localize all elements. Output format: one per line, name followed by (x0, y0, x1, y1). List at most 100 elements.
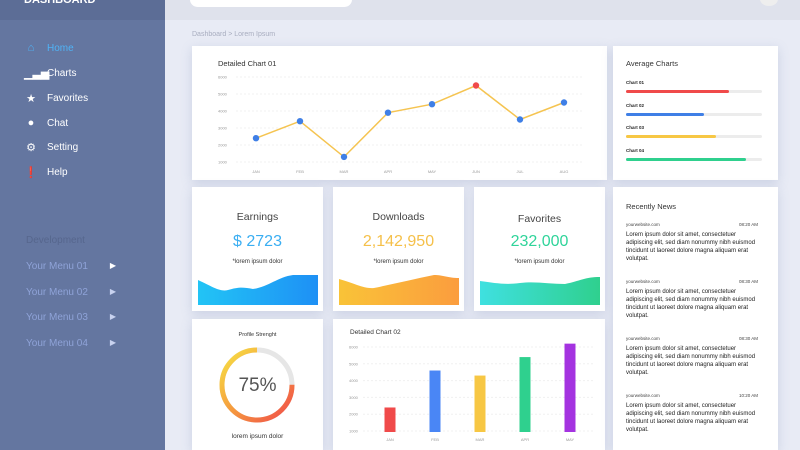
news-time: 10:20 AM (738, 393, 758, 398)
average-bar-track (626, 90, 762, 93)
average-bar-label: Chart 02 (626, 102, 645, 108)
sidebar-item-chat[interactable]: ● Chat (24, 117, 68, 129)
bar-chart-icon: ▁▃▅ (24, 68, 50, 80)
data-point[interactable] (472, 82, 480, 89)
bar[interactable] (564, 343, 576, 432)
chat-icon: ● (27, 117, 35, 129)
news-source[interactable]: yourwebsite.com (626, 279, 660, 284)
bar-chart: 6000 5000 4000 3000 2000 1000 JAN FEB MAR APR MAY (349, 343, 595, 442)
average-bar-label: Chart 04 (626, 147, 645, 153)
average-bar-fill (626, 112, 704, 116)
x-tick-label: JAN (252, 169, 260, 174)
stat-title: Earnings (236, 211, 279, 223)
card-title: Profile Strenght (238, 332, 277, 338)
downloads-card: Downloads 2,142,950 *lorem ipsum dolor (333, 187, 464, 311)
average-bar-fill (626, 90, 730, 93)
sidebar-item-help[interactable]: ❗ Help (24, 166, 68, 179)
sidebar-item-label: Charts (47, 68, 77, 79)
x-tick-label: MAR (476, 437, 485, 442)
play-arrow-icon: ▶ (109, 312, 116, 321)
bar[interactable] (429, 370, 441, 432)
data-point[interactable] (384, 109, 392, 116)
y-tick-label: 2000 (349, 412, 359, 417)
sidebar-menu-01[interactable]: Your Menu 01 ▶ (26, 261, 116, 272)
favorites-card: Favorites 232,000 *lorem ipsum dolor (474, 187, 605, 311)
average-bar-label: Chart 03 (626, 125, 645, 130)
news-time: 08:30 AM (738, 336, 758, 341)
average-charts-card: Average Charts Chart 01 Chart 02 Chart 03 C… (613, 46, 778, 180)
data-point[interactable] (296, 118, 304, 125)
brand-title: DASHBOARD (0, 0, 165, 20)
sidebar-item-home[interactable]: ⌂ Home (24, 42, 74, 54)
news-time: 08:20 AM (738, 222, 758, 227)
home-icon: ⌂ (27, 42, 35, 54)
data-point[interactable] (516, 116, 524, 123)
x-tick-label: JUL (516, 169, 524, 174)
section-heading: Development (26, 235, 85, 246)
bar[interactable] (519, 357, 531, 432)
x-tick-label: APR (384, 169, 392, 174)
news-source[interactable]: yourwebsite.com (626, 393, 660, 398)
sidebar-item-label: Favorites (47, 93, 89, 104)
sidebar-menu-03[interactable]: Your Menu 03 ▶ (26, 312, 116, 323)
menu-label: Your Menu 04 (26, 338, 88, 349)
card-subtitle: lorem ipsum dolor (231, 433, 284, 440)
sidebar-item-setting[interactable]: ⚙ Setting (24, 141, 78, 154)
stat-subtitle: *lorem ipsum dolor (514, 259, 565, 265)
card-title: Average Charts (626, 59, 678, 68)
average-bar-track (626, 157, 762, 161)
line-chart: 6000 5000 4000 3000 2000 1000 JAN FEB MAR APR MAY J… (218, 75, 582, 174)
news-body: Lorem ipsum dolor sit amet, consectetuer… (626, 346, 756, 376)
y-tick-label: 4000 (218, 109, 228, 114)
sidebar-item-charts[interactable]: ▁▃▅ Charts (24, 67, 76, 80)
x-tick-label: JAN (386, 437, 394, 442)
average-bar-fill (626, 135, 716, 138)
bar[interactable] (474, 375, 486, 432)
breadcrumb: Dashboard > Lorem Ipsum (192, 31, 276, 38)
search-input[interactable] (190, 0, 352, 7)
data-point[interactable] (340, 153, 348, 161)
x-tick-label: MAR (340, 169, 349, 174)
average-bar-label: Chart 01 (626, 80, 645, 85)
x-tick-label: MAY (428, 169, 437, 174)
stat-value: 2,142,950 (362, 233, 435, 250)
stat-value: 232,000 (510, 233, 569, 250)
play-arrow-icon: ▶ (109, 287, 116, 296)
menu-label: Your Menu 02 (26, 287, 88, 298)
data-point[interactable] (428, 101, 436, 108)
news-body: Lorem ipsum dolor sit amet, consectetuer… (626, 403, 756, 433)
average-bar-track (626, 135, 762, 138)
sidebar-item-favorites[interactable]: ★ Favorites (24, 92, 88, 105)
chart-title: Detailed Chart 02 (350, 329, 401, 336)
menu-label: Your Menu 03 (26, 312, 88, 323)
news-source[interactable]: yourwebsite.com (626, 336, 660, 341)
data-point[interactable] (560, 99, 568, 106)
news-time: 08:30 AM (738, 279, 758, 284)
news-source[interactable]: yourwebsite.com (626, 222, 660, 227)
progress-ring (219, 347, 295, 423)
line-series (255, 84, 565, 158)
sidebar-menu-02[interactable]: Your Menu 02 ▶ (26, 287, 116, 298)
sidebar-menu-04[interactable]: Your Menu 04 ▶ (26, 338, 116, 349)
earnings-sparkline (198, 275, 318, 305)
avatar[interactable] (760, 0, 778, 6)
gear-icon: ⚙ (26, 142, 36, 154)
news-body: Lorem ipsum dolor sit amet, consectetuer… (626, 289, 756, 319)
x-tick-label: FEB (431, 437, 439, 442)
y-tick-label: 4000 (349, 378, 359, 383)
x-tick-label: MAY (566, 437, 575, 442)
sidebar-item-label: Help (47, 167, 68, 178)
favorites-sparkline (480, 277, 600, 305)
play-arrow-icon: ▶ (109, 338, 116, 347)
y-tick-label: 5000 (349, 361, 359, 366)
y-tick-label: 2000 (218, 143, 228, 148)
downloads-sparkline (339, 275, 459, 305)
y-tick-label: 3000 (218, 126, 228, 131)
bar[interactable] (384, 407, 396, 432)
data-point[interactable] (252, 135, 260, 142)
line-chart-card: Detailed Chart 01 6000 5000 4000 3000 2000 10… (192, 46, 607, 180)
x-tick-label: FEB (296, 169, 304, 174)
stat-title: Favorites (517, 213, 562, 225)
recent-news-card: Recently News yourwebsite.com 08:20 AM Lor… (613, 187, 778, 450)
average-bar-track (626, 112, 762, 116)
